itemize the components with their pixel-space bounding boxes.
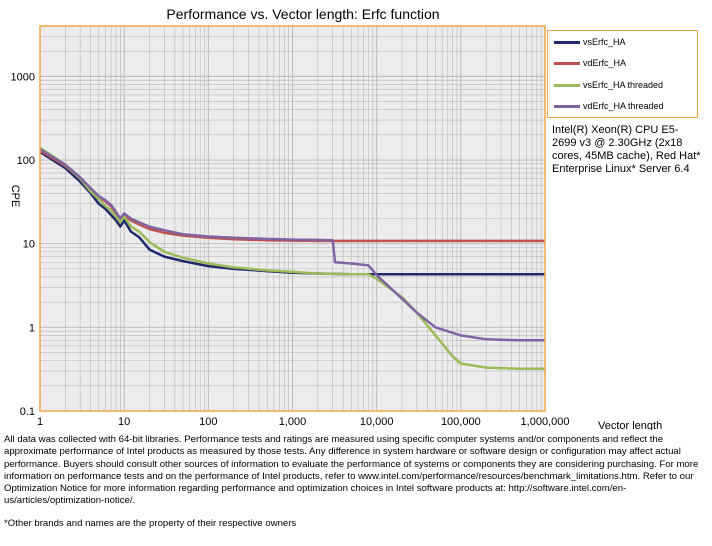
series-line-vderfc-ha-threaded: [39, 148, 545, 342]
trademark-footnote: *Other brands and names are the property…: [4, 518, 297, 529]
x-tick-label: 1: [37, 416, 43, 428]
series-line-vserfc-ha-threaded: [39, 146, 545, 370]
legend-label: vsErfc_HA: [583, 37, 626, 47]
legend-item: vsErfc_HA threaded: [554, 78, 663, 92]
legend-item: vsErfc_HA: [554, 35, 626, 49]
y-tick-label: 10: [23, 239, 35, 251]
x-tick-label: 10,000: [360, 416, 394, 428]
legend-label: vdErfc_HA: [583, 58, 627, 68]
y-tick-label: 0.1: [20, 406, 35, 418]
y-tick-label: 100: [17, 155, 35, 167]
performance-disclaimer: All data was collected with 64-bit libra…: [4, 434, 699, 507]
legend-item: vdErfc_HA threaded: [554, 99, 664, 113]
legend-item: vdErfc_HA: [554, 56, 626, 70]
x-tick-label: 1,000: [279, 416, 307, 428]
series-lines: [39, 146, 545, 370]
cpu-configuration-note: Intel(R) Xeon(R) CPU E5-2699 v3 @ 2.30GH…: [552, 124, 701, 175]
chart-title: Performance vs. Vector length: Erfc func…: [166, 6, 439, 22]
legend: vsErfc_HA vdErfc_HA vsErfc_HA threaded v…: [547, 30, 698, 118]
legend-swatch: [554, 104, 580, 108]
y-axis-label: CPE: [9, 185, 21, 208]
legend-swatch: [554, 61, 580, 65]
plot-frame: [39, 25, 546, 412]
x-tick-label: 1,000,000: [521, 416, 570, 428]
legend-label: vsErfc_HA threaded: [583, 80, 664, 90]
y-tick-label: 1: [29, 322, 35, 334]
tick-labels: 1 10 100 1,000 10,000 100,000 1,000,0000.11101…: [11, 71, 570, 428]
y-tick-label: 1000: [11, 71, 35, 83]
legend-swatch: [554, 83, 580, 87]
x-tick-label: 10: [118, 416, 130, 428]
x-tick-label: 100,000: [441, 416, 481, 428]
legend-swatch: [554, 40, 580, 44]
x-axis-label: Vector length: [598, 420, 662, 430]
legend-label: vdErfc_HA threaded: [583, 101, 664, 111]
performance-chart: 1 10 100 1,000 10,000 100,000 1,000,0000.11101…: [9, 6, 662, 430]
x-tick-label: 100: [199, 416, 217, 428]
